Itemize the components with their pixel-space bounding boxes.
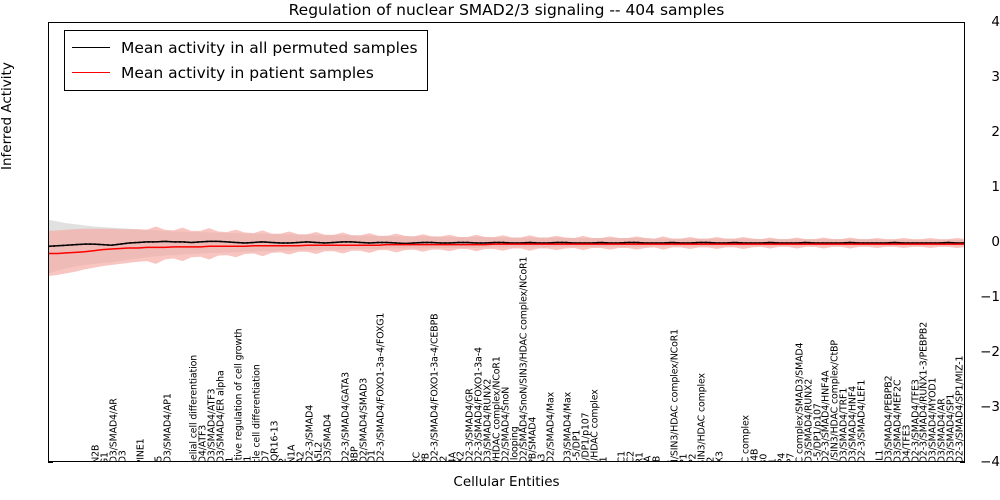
- chart-legend: Mean activity in all permuted samples Me…: [64, 30, 428, 91]
- y-axis-tick-label: 0: [991, 234, 1000, 250]
- x-axis-tick-label: TFE3/HDAC complex: [589, 388, 601, 462]
- legend-line-swatch-permuted: [72, 47, 110, 48]
- mean-line-markers: [49, 240, 964, 248]
- x-axis-tick-label: SMAD3: [118, 450, 129, 461]
- y-axis-tick-label: 1: [991, 179, 1000, 195]
- x-axis-tick-label: MSG1: [599, 456, 610, 461]
- legend-line-swatch-patient: [72, 72, 110, 73]
- x-axis-tick-label: RUNX3: [714, 451, 725, 461]
- plot-area: CDKN2BFOXG1SMAD3/SMAD4/ARSMAD3MYCSERPINE…: [48, 22, 965, 462]
- legend-label-permuted: Mean activity in all permuted samples: [121, 38, 418, 57]
- y-axis-tick-label: −4: [980, 454, 1000, 470]
- y-axis-tick-label: 2: [991, 124, 1000, 140]
- y-axis-tick-label: −2: [980, 344, 1000, 360]
- chart-title: Regulation of nuclear SMAD2/3 signaling …: [288, 1, 725, 19]
- y-axis-tick-mark: [960, 462, 965, 463]
- x-axis-label: Cellular Entities: [453, 474, 560, 490]
- x-axis-tick-label: SMAD3/SMAD4: [322, 413, 334, 462]
- legend-item-permuted: Mean activity in all permuted samples: [72, 35, 418, 60]
- x-axis-tick-label: SMAD2-3/SMAD4/FOXO1-3a-4/CEBPB: [429, 313, 441, 462]
- y-axis-tick-label: −1: [980, 289, 1000, 305]
- x-axis-tick-label: SMAD2/SMAD4/Max: [545, 391, 557, 462]
- series-layer: [49, 219, 964, 276]
- y-axis-tick-mark: [48, 462, 53, 463]
- confidence-band: [49, 226, 964, 276]
- x-axis-tick-labels: CDKN2BFOXG1SMAD3/SMAD4/ARSMAD3MYCSERPINE…: [91, 45, 964, 462]
- x-axis-tick-label: muscle cell differentiation: [251, 363, 263, 462]
- x-axis-tick-label: SMAD2-3/SMAD4/FOXO1-3a-4/FOXG1: [375, 312, 387, 462]
- legend-label-patient: Mean activity in patient samples: [121, 63, 374, 82]
- x-axis-tick-label: SnoN/SIN3/HDAC complex/NCoR1: [669, 328, 681, 462]
- x-axis-tick-label: JUNB: [171, 460, 182, 461]
- y-axis-label: Inferred Activity: [0, 62, 15, 170]
- mean-line: [49, 243, 964, 255]
- x-axis-tick-label: SERPINE1: [135, 438, 147, 462]
- x-axis-tick-label: SMAD3/SMAD4/ER alpha: [215, 370, 227, 462]
- y-axis-tick-label: 3: [991, 69, 1000, 85]
- x-axis-tick-label: LEF1: [866, 461, 877, 462]
- mean-lines: [49, 240, 964, 255]
- legend-item-patient: Mean activity in patient samples: [72, 60, 418, 85]
- x-axis-tick-label: SMAD3/SMAD4/AP1: [162, 392, 174, 462]
- x-axis-tick-label: negative regulation of cell growth: [233, 328, 245, 462]
- x-axis-tick-label: Lv39QR16-13: [269, 420, 281, 462]
- x-axis-tick-label: SKI/SIN3/HDAC complex: [696, 372, 708, 462]
- x-axis-tick-label: TCF3: [394, 460, 405, 461]
- y-axis-tick-label: 4: [991, 14, 1000, 30]
- y-axis-tick-label: −3: [980, 399, 1000, 415]
- confidence-bands: [49, 219, 964, 276]
- x-axis-tick-label: SMAD2-3/SMAD4/LEF1: [856, 379, 868, 462]
